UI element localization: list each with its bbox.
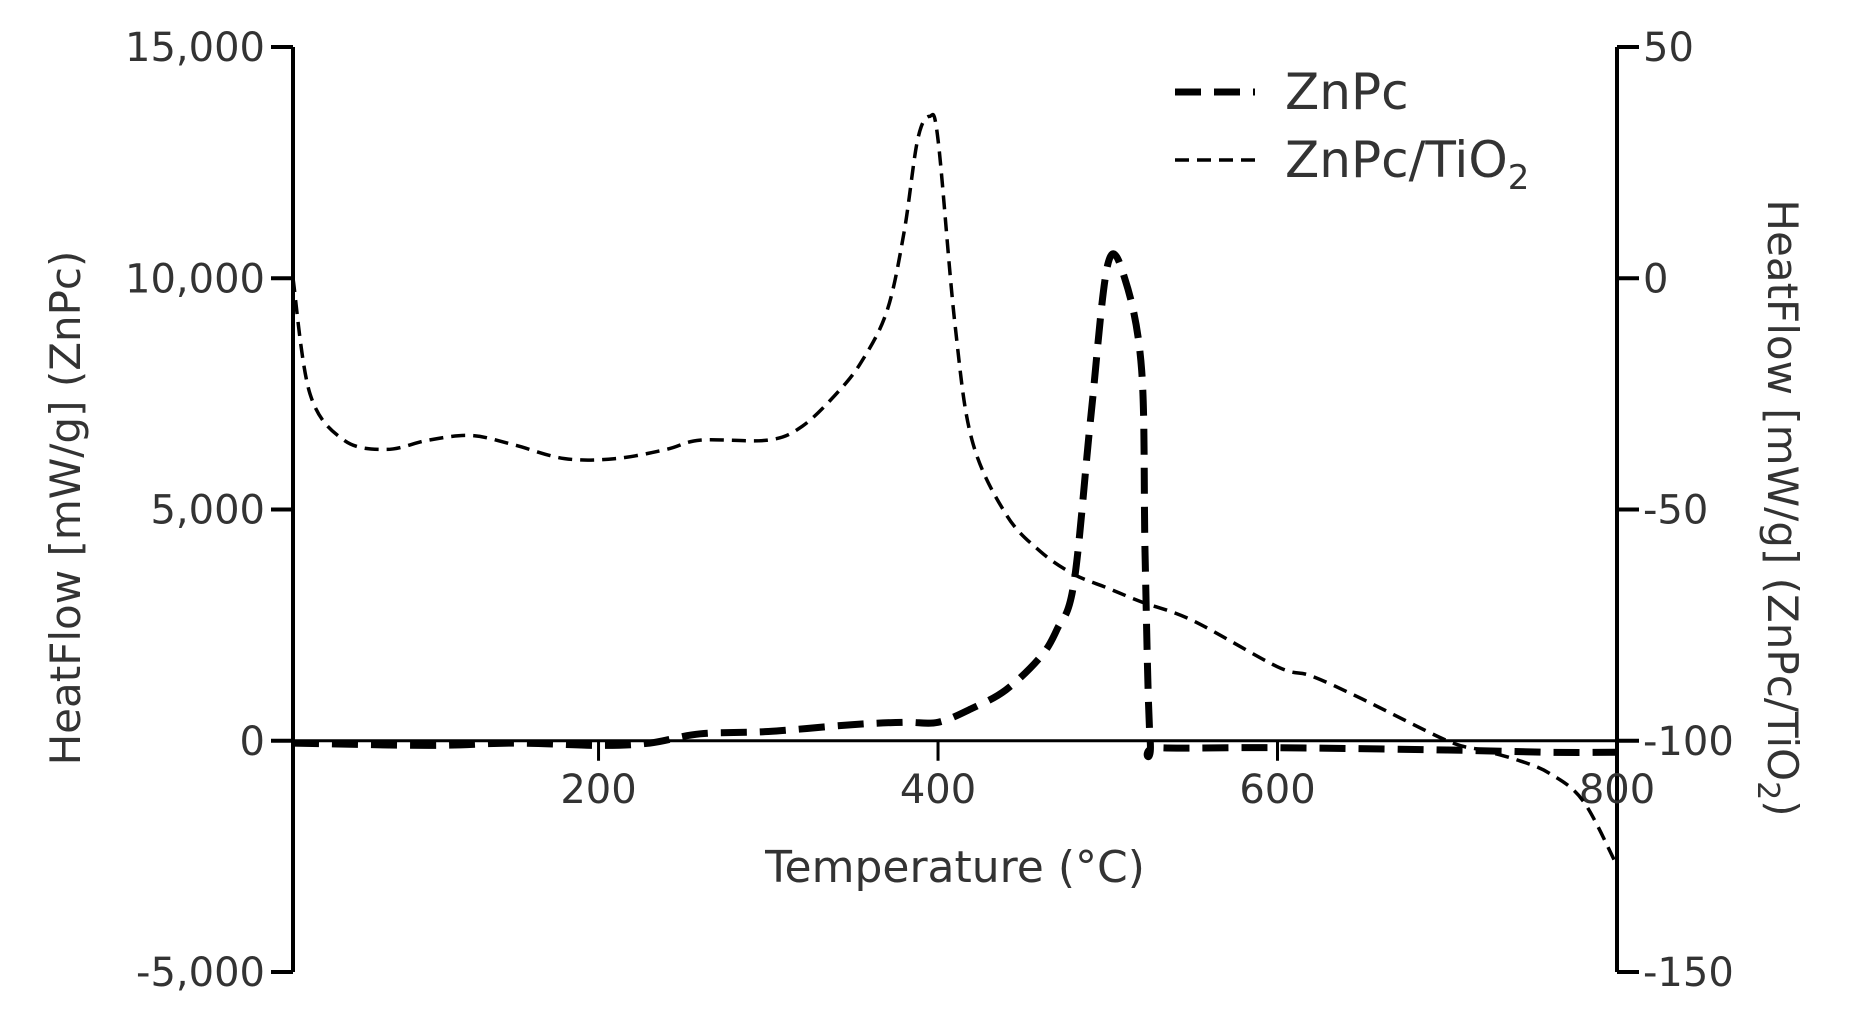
y-axis-right-title-main: HeatFlow [mW/g] (ZnPc/TiO [1758, 199, 1807, 781]
y-left-tick-label: 10,000 [125, 256, 265, 302]
y-left-tick-label: 0 [240, 719, 265, 765]
y-right-tick-label: -50 [1643, 488, 1708, 534]
series-line [291, 112, 1619, 867]
legend-label-subscript: 2 [1508, 158, 1530, 198]
y-right-tick-label: -150 [1643, 950, 1734, 996]
y-axis-right-title-close: ) [1758, 800, 1807, 816]
axes: -5,000 0 5,000 10,000 15,000 -150 -100 -50 0 50 20… [125, 25, 1734, 996]
y-left-tick-label: -5,000 [136, 950, 265, 996]
legend: ZnPc ZnPc/TiO2 [1175, 63, 1529, 198]
x-tick-label: 200 [560, 767, 636, 813]
x-axis-title: Temperature (°C) [764, 842, 1145, 893]
y-axis-right-title-subscript: 2 [1750, 781, 1785, 800]
y-left-tick-label: 5,000 [150, 488, 265, 534]
legend-label: ZnPc/TiO2 [1285, 131, 1529, 198]
y-left-tick-label: 15,000 [125, 25, 265, 71]
x-tick-label: 600 [1239, 767, 1315, 813]
y-right-tick-label: 0 [1643, 256, 1668, 302]
series-line [292, 250, 1618, 761]
y-axis-left-title: HeatFlow [mW/g] (ZnPc) [41, 251, 90, 766]
x-tick-label: 800 [1579, 767, 1655, 813]
y-right-tick-label: 50 [1643, 25, 1694, 71]
legend-label-main: ZnPc [1285, 63, 1409, 121]
x-tick-label: 400 [900, 767, 976, 813]
series-layer [291, 112, 1619, 867]
y-right-tick-label: -100 [1643, 719, 1734, 765]
legend-label: ZnPc [1285, 63, 1409, 121]
legend-label-main: ZnPc/TiO [1285, 131, 1508, 189]
y-axis-right-title: HeatFlow [mW/g] (ZnPc/TiO2) [1750, 199, 1807, 816]
